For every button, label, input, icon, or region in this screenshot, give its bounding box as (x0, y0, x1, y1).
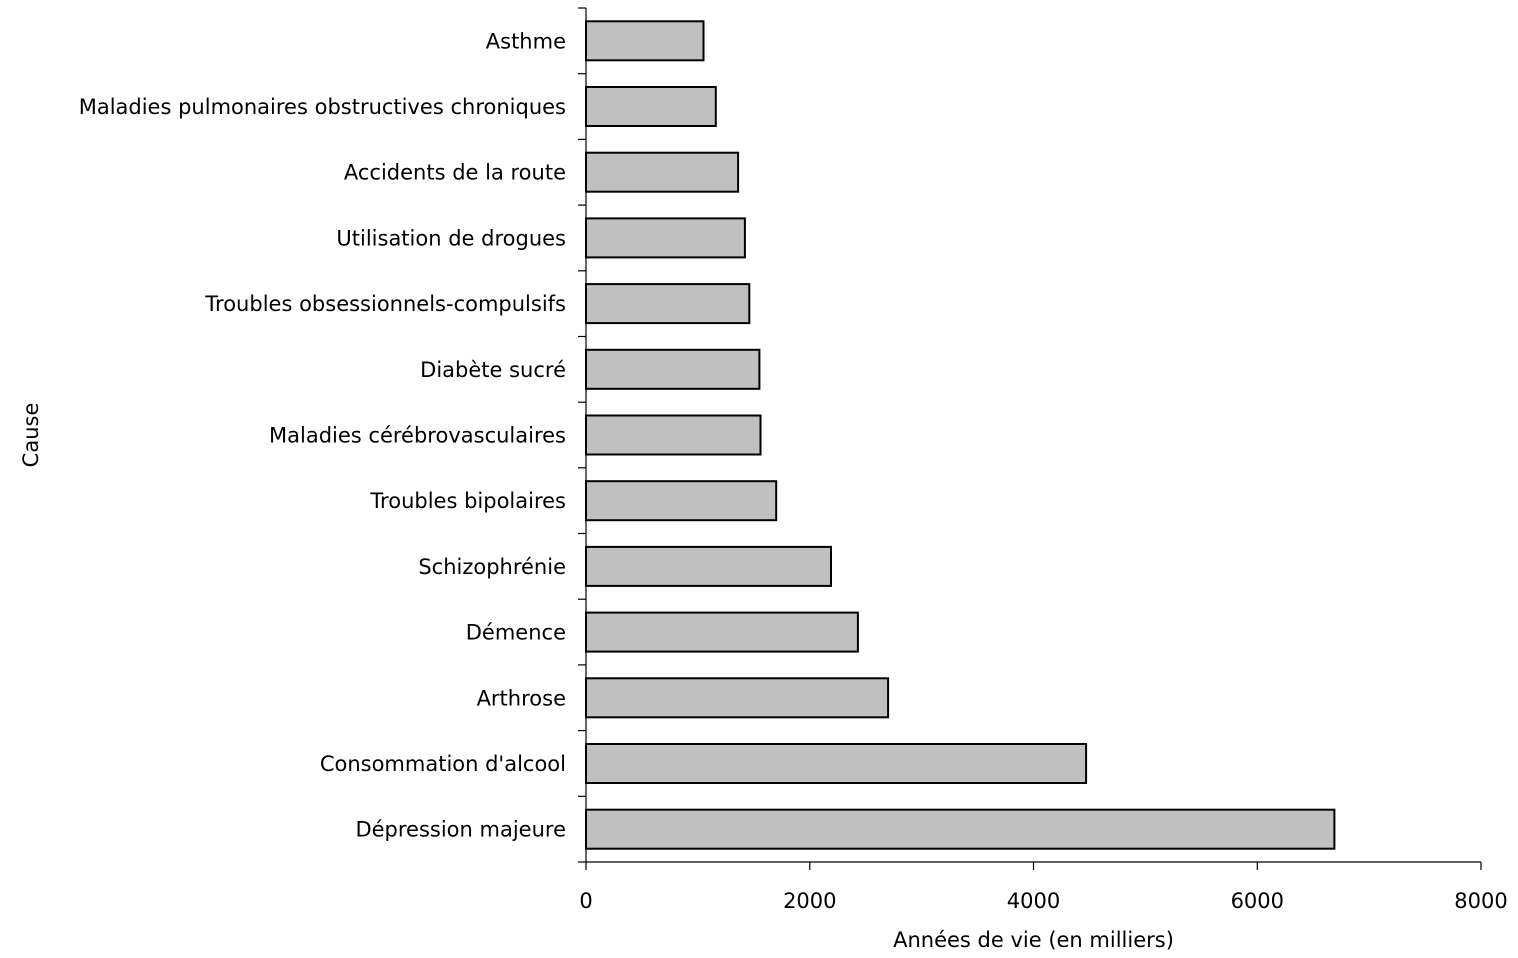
category-label: Dépression majeure (355, 818, 566, 842)
x-axis-title: Années de vie (en milliers) (893, 928, 1174, 952)
bar (585, 86, 717, 127)
x-tick-label: 6000 (1231, 889, 1284, 913)
category-label: Utilisation de drogues (336, 226, 566, 250)
category-label: Diabète sucré (420, 358, 566, 382)
category-label: Consommation d'alcool (320, 752, 566, 776)
bar (585, 414, 762, 456)
bar (585, 743, 1088, 784)
bar (585, 20, 705, 62)
category-label: Troubles bipolaires (369, 489, 566, 513)
category-label: Accidents de la route (344, 161, 566, 185)
bar (585, 545, 832, 587)
bars-layer (585, 20, 1336, 850)
x-tick-label: 8000 (1454, 889, 1507, 913)
axes-layer (578, 7, 1482, 870)
x-tick-label: 2000 (783, 889, 836, 913)
x-tick-label: 0 (579, 889, 592, 913)
category-label: Troubles obsessionnels-compulsifs (204, 292, 566, 316)
bar (585, 283, 751, 325)
bar (585, 480, 778, 522)
labels-layer: Asthme Maladies pulmonaires obstructives … (79, 29, 1508, 913)
bar (585, 611, 859, 653)
bar (585, 151, 740, 193)
bar (585, 348, 761, 390)
y-axis-title: Cause (19, 403, 43, 468)
category-label: Démence (466, 621, 566, 645)
bar (585, 808, 1336, 850)
category-label: Maladies pulmonaires obstructives chroni… (79, 95, 566, 119)
bar (585, 677, 890, 719)
category-label: Maladies cérébrovasculaires (269, 424, 566, 448)
category-label: Schizophrénie (418, 555, 566, 579)
x-tick-label: 4000 (1007, 889, 1060, 913)
category-label: Asthme (486, 29, 566, 53)
category-label: Arthrose (477, 686, 566, 710)
bar (585, 217, 746, 259)
